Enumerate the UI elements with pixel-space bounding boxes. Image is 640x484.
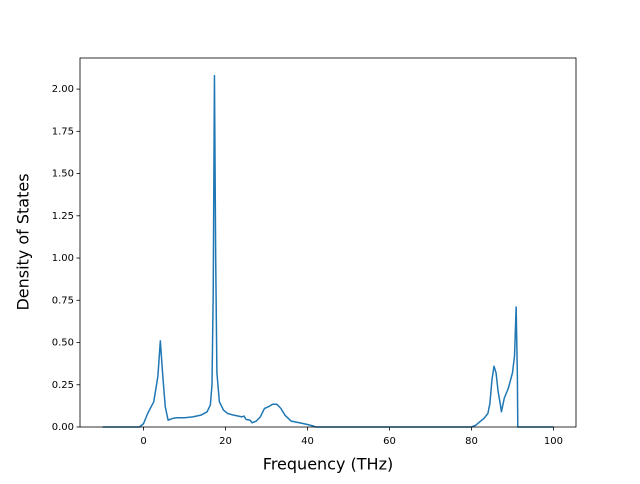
y-tick-label: 0.25 [52, 380, 74, 391]
x-tick-label: 40 [301, 436, 314, 447]
x-tick-label: 20 [219, 436, 232, 447]
y-tick-label: 1.50 [52, 169, 74, 180]
x-tick-label: 100 [544, 436, 563, 447]
y-tick-label: 1.75 [52, 126, 74, 137]
x-tick-label: 60 [383, 436, 396, 447]
y-axis-label: Density of States [14, 173, 33, 310]
axes-frame [79, 57, 577, 428]
y-tick-label: 1.00 [52, 253, 74, 264]
line-series [102, 74, 554, 428]
y-tick-label: 1.25 [52, 211, 74, 222]
y-tick-label: 0.50 [52, 338, 74, 349]
y-tick-label: 0.75 [52, 295, 74, 306]
x-tick-label: 80 [465, 436, 478, 447]
x-axis-label: Frequency (THz) [263, 455, 393, 474]
y-tick-label: 0.00 [52, 422, 74, 433]
y-tick-label: 2.00 [52, 84, 74, 95]
x-tick-label: 0 [140, 436, 146, 447]
